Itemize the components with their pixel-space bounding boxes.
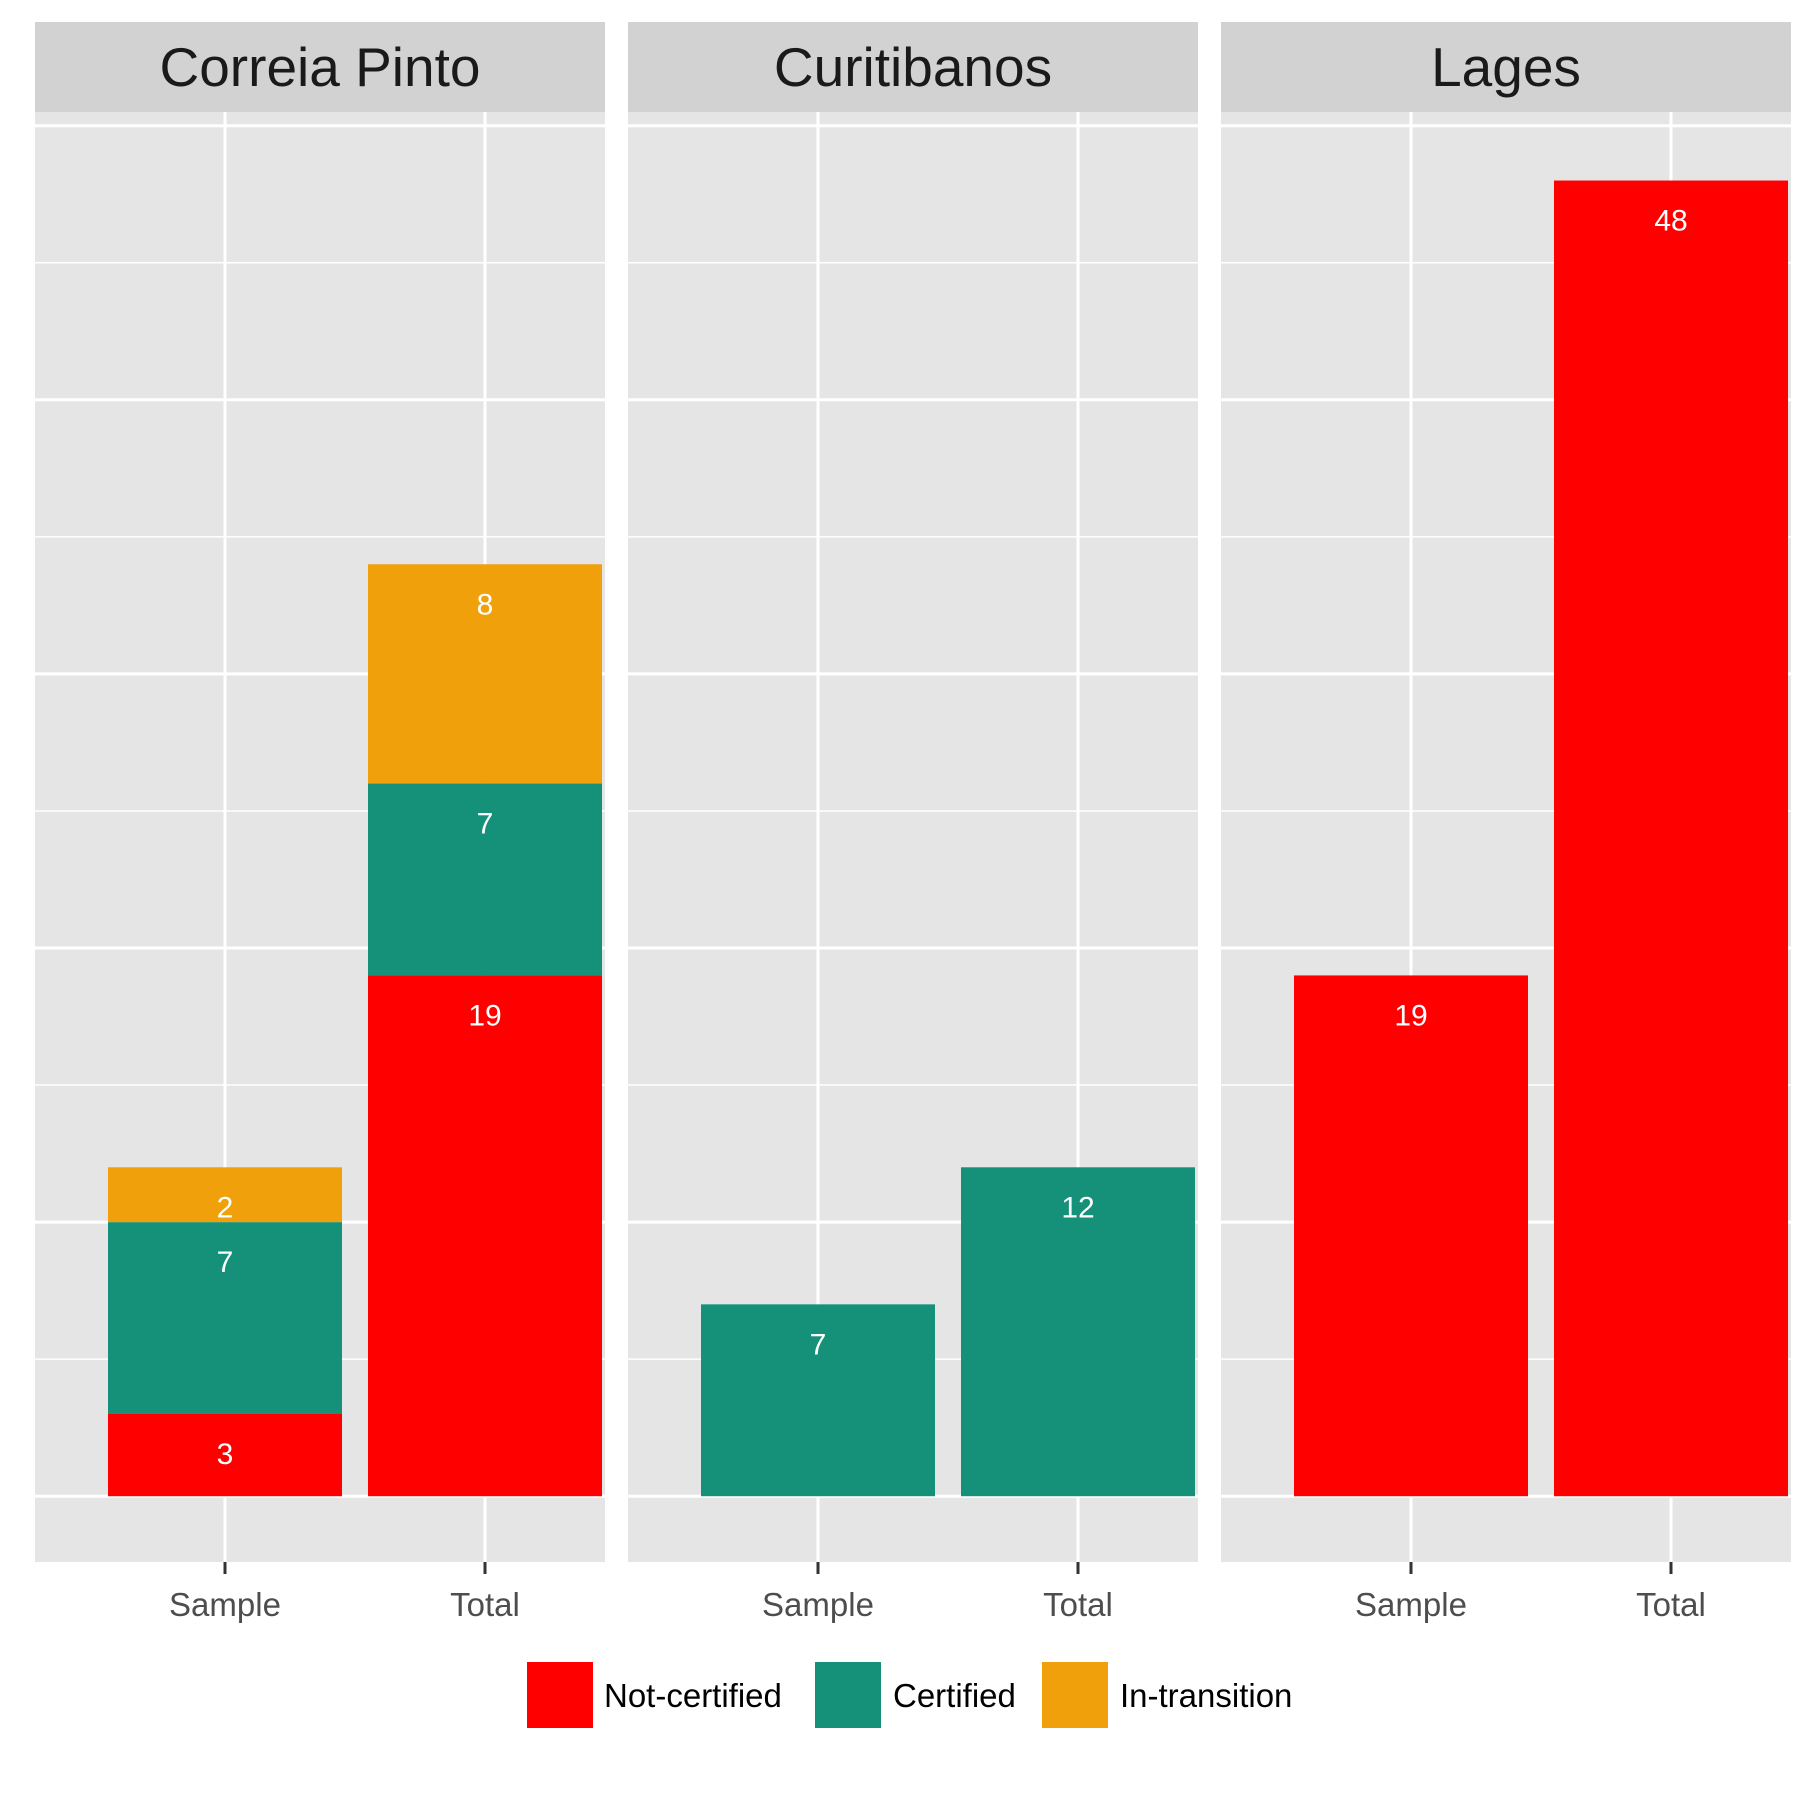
legend-label: Not-certified xyxy=(604,1677,782,1714)
bar-segment xyxy=(368,564,602,784)
bar-value-label: 8 xyxy=(477,588,494,621)
bar-segment xyxy=(108,1413,342,1497)
x-tick-label: Sample xyxy=(762,1586,874,1623)
bar-segment xyxy=(108,1167,342,1223)
facet-panel: Lages 19 Sample 48 Total xyxy=(1221,22,1791,1623)
bar-value-label: 7 xyxy=(217,1246,234,1279)
bar-value-label: 7 xyxy=(477,808,494,841)
bar-segment xyxy=(108,1222,342,1414)
bar-segment xyxy=(1294,975,1528,1497)
bar-segment xyxy=(368,975,602,1497)
x-tick-label: Total xyxy=(450,1586,520,1623)
bar-segment xyxy=(368,783,602,976)
legend-key xyxy=(1042,1662,1108,1728)
bar-value-label: 19 xyxy=(468,999,501,1032)
bar-segment xyxy=(961,1167,1195,1497)
bar-value-label: 7 xyxy=(810,1328,827,1361)
bar-segment xyxy=(701,1304,935,1497)
facet-strip xyxy=(1221,22,1791,112)
legend-label: In-transition xyxy=(1120,1677,1292,1714)
x-tick-label: Total xyxy=(1636,1586,1706,1623)
x-tick-label: Sample xyxy=(169,1586,281,1623)
bar-value-label: 48 xyxy=(1654,205,1687,238)
x-tick-label: Sample xyxy=(1355,1586,1467,1623)
bar-value-label: 2 xyxy=(217,1191,234,1224)
facet-title: Correia Pinto xyxy=(160,36,481,98)
facet-strip xyxy=(35,22,605,112)
bar-value-label: 12 xyxy=(1061,1191,1094,1224)
facet-panel: Correia Pinto 3 7 2 Sample 19 7 8 Total xyxy=(35,22,605,1623)
legend: Not-certified Certified In-transition xyxy=(527,1662,1292,1728)
bar-value-label: 3 xyxy=(217,1438,234,1471)
bar-segment xyxy=(1554,180,1788,1497)
legend-key xyxy=(527,1662,593,1728)
facet-strip xyxy=(628,22,1198,112)
facet-panel: Curitibanos 7 Sample 12 Total xyxy=(628,22,1198,1623)
x-tick-label: Total xyxy=(1043,1586,1113,1623)
bar-value-label: 19 xyxy=(1394,999,1427,1032)
facet-title: Lages xyxy=(1431,36,1581,98)
legend-key xyxy=(815,1662,881,1728)
legend-label: Certified xyxy=(893,1677,1016,1714)
facet-title: Curitibanos xyxy=(774,36,1052,98)
